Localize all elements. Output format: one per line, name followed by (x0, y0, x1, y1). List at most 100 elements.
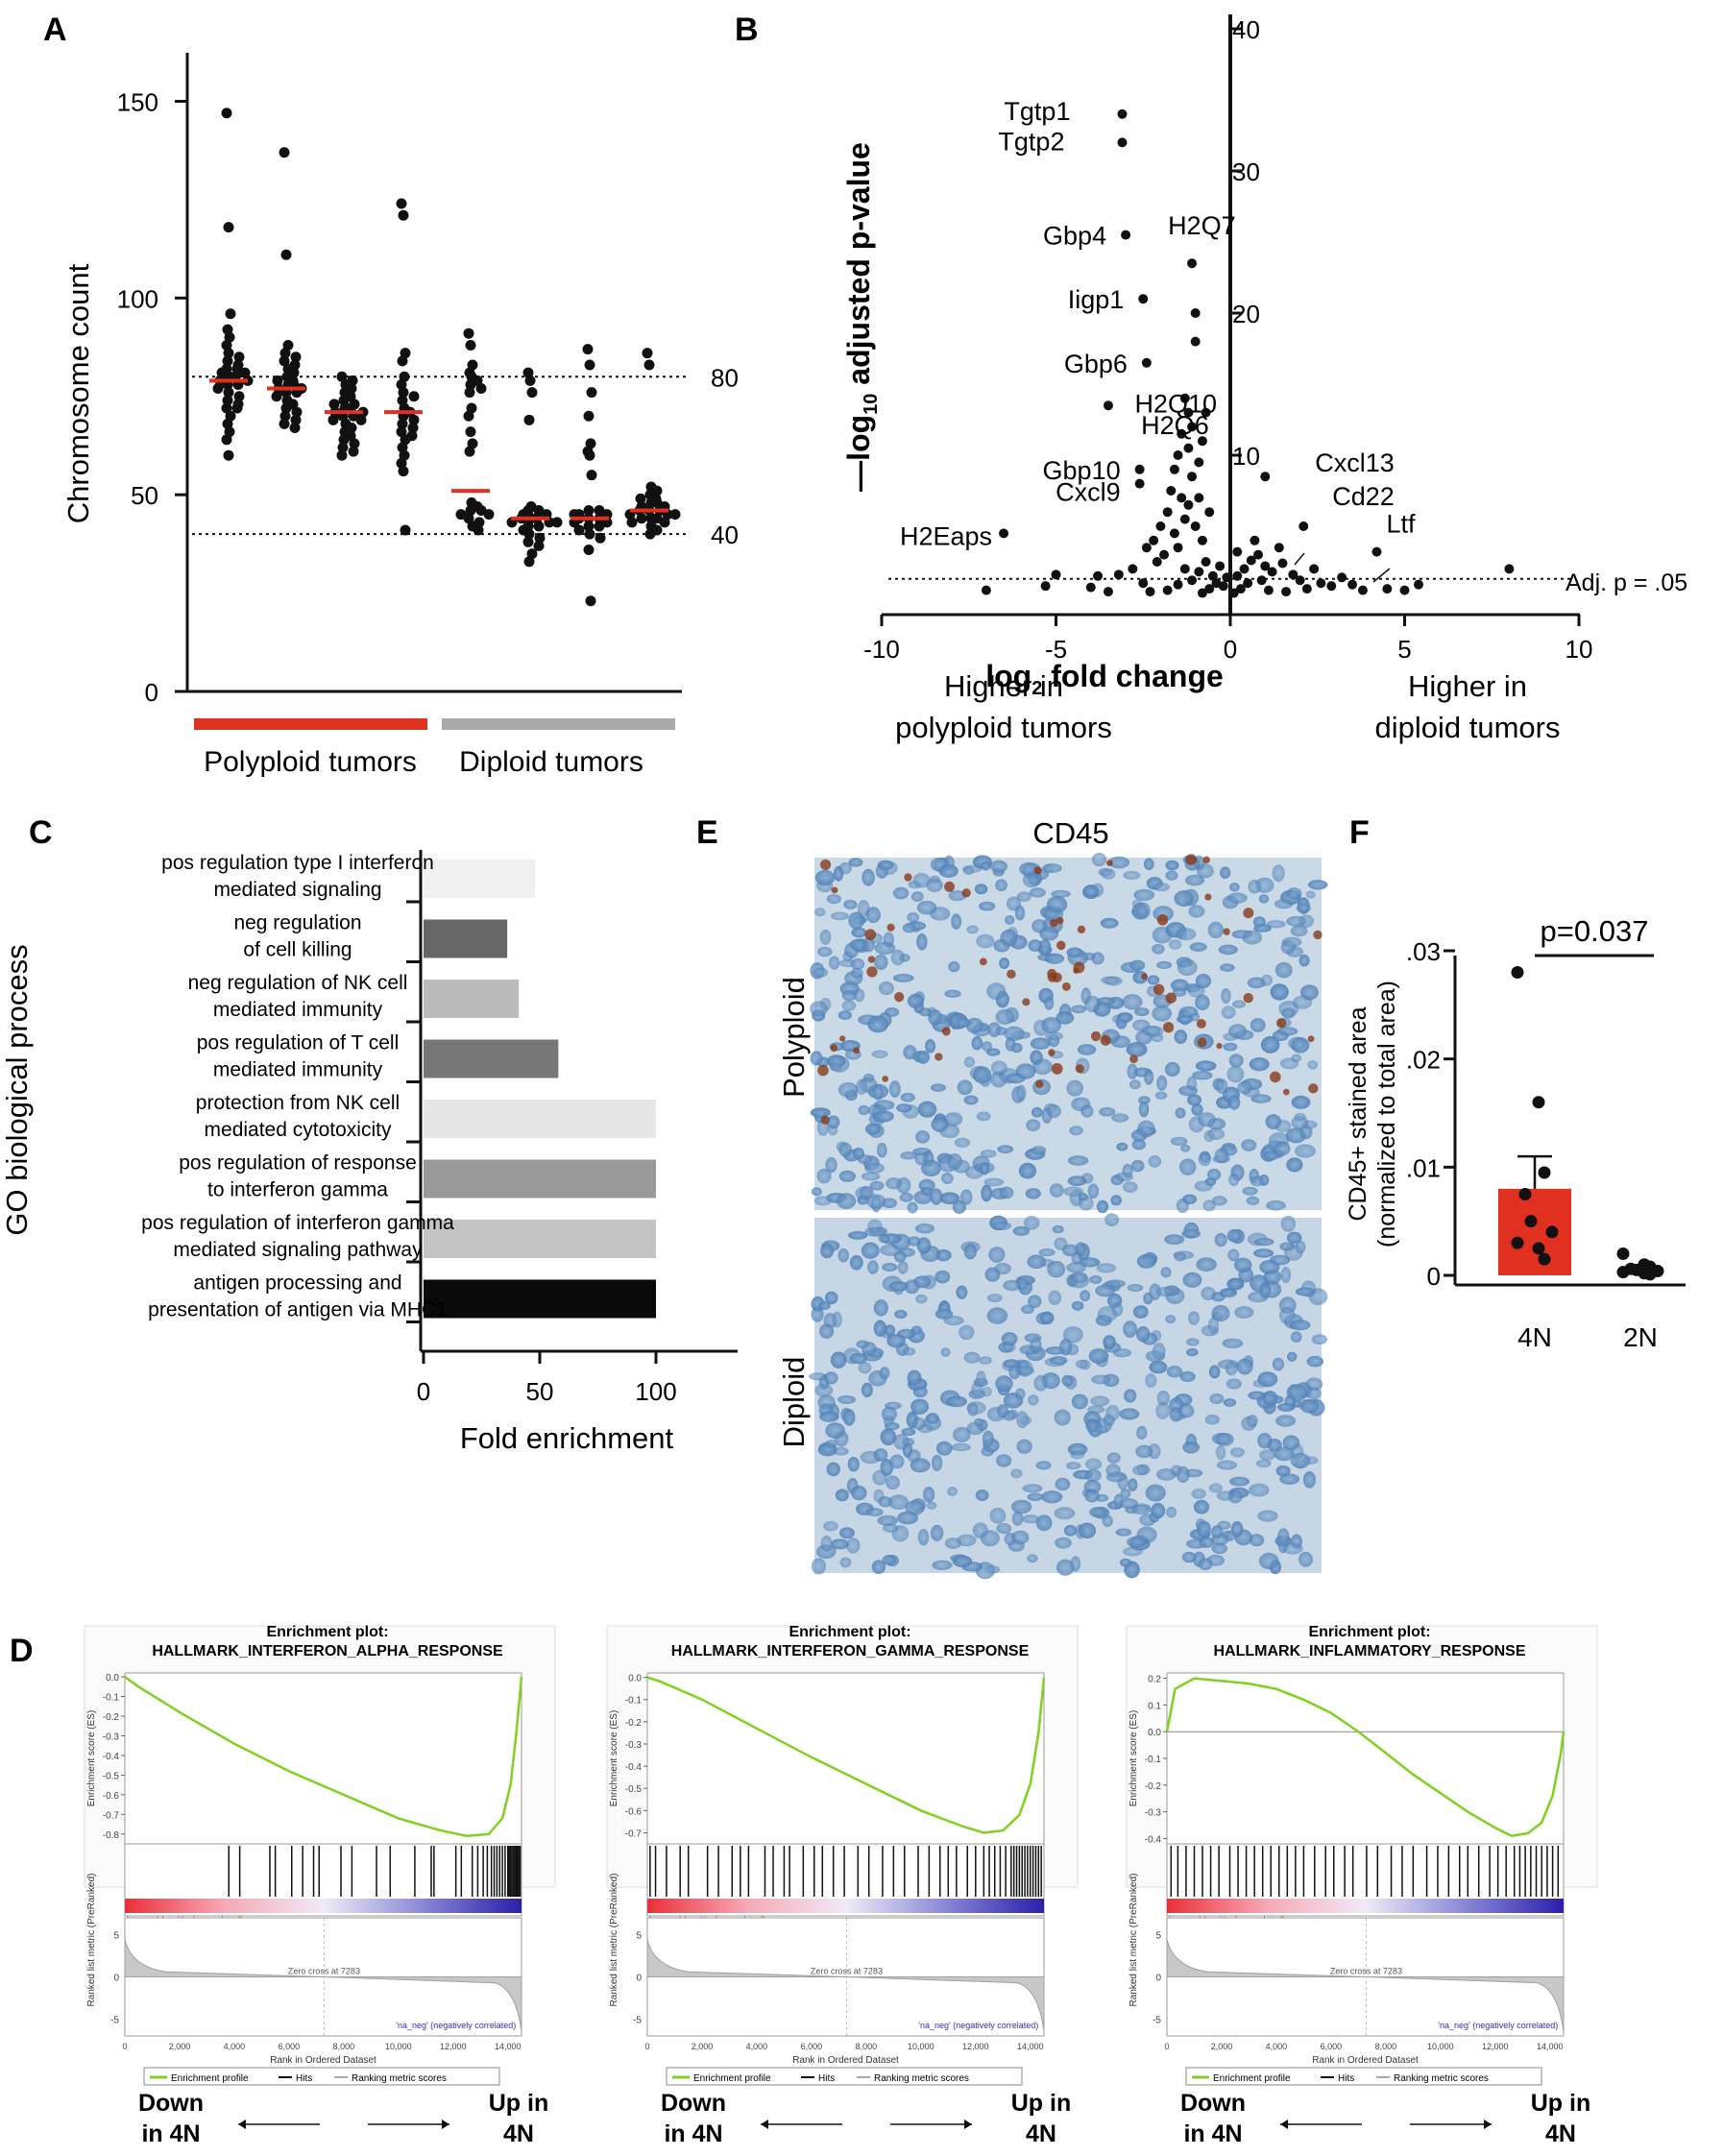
e-nucleus (956, 1285, 968, 1299)
e-nucleus (1080, 1290, 1091, 1302)
e-nucleus (947, 1152, 962, 1171)
d-es-tick-label: -0.6 (103, 1791, 120, 1802)
e-nucleus (1119, 1408, 1140, 1420)
e-nucleus (1088, 1348, 1109, 1364)
f-data-point (1511, 1236, 1524, 1249)
d-x-tick-label: 8,000 (856, 2042, 878, 2051)
e-nucleus (916, 1051, 931, 1064)
a-data-point (231, 402, 243, 414)
f-y-tick-label: .03 (1406, 937, 1441, 966)
d-es-tick-label: 0.0 (106, 1673, 119, 1684)
a-data-point (626, 517, 638, 528)
e-nucleus (866, 1194, 886, 1209)
e-nucleus (858, 1104, 870, 1116)
e-nucleus (890, 949, 906, 966)
e-cd45-positive-cell (1035, 1079, 1044, 1088)
e-nucleus (1195, 994, 1210, 1011)
a-data-point (533, 540, 545, 551)
b-y-tick-label: 40 (1232, 15, 1260, 44)
e-nucleus (1134, 1007, 1150, 1017)
e-nucleus (1031, 1106, 1043, 1118)
e-nucleus (1290, 1452, 1311, 1469)
panel-d-gsea-plots: Enrichment plot: HALLMARK_INTERFERON_ALPH… (84, 1624, 1598, 2147)
e-nucleus (1248, 1391, 1266, 1400)
e-nucleus (951, 1442, 971, 1452)
e-nucleus (980, 1149, 997, 1158)
e-nucleus (910, 1398, 930, 1415)
a-data-point (583, 545, 595, 556)
e-nucleus (1123, 1320, 1137, 1338)
e-cd45-positive-cell (1216, 1042, 1223, 1050)
e-nucleus (997, 1145, 1014, 1154)
f-y-tick-label: 0 (1427, 1262, 1441, 1291)
a-data-point (523, 556, 535, 568)
e-nucleus (1258, 894, 1270, 904)
a-data-point (397, 418, 408, 429)
e-nucleus (1082, 884, 1100, 898)
e-nucleus (1211, 1525, 1224, 1539)
e-nucleus (849, 938, 867, 952)
e-nucleus (1066, 1079, 1084, 1097)
c-bar (424, 1220, 656, 1258)
f-data-point (1532, 1242, 1545, 1255)
a-data-point (642, 348, 653, 359)
d-x-axis-label: Rank in Ordered Dataset (270, 2055, 376, 2066)
b-data-point (1155, 521, 1166, 531)
e-cd45-positive-cell (866, 966, 878, 978)
e-nucleus (1096, 997, 1116, 1005)
b-data-point (1267, 567, 1277, 577)
f-x-category-label: 2N (1623, 1322, 1658, 1352)
e-nucleus (1028, 1394, 1039, 1406)
b-data-point (1228, 588, 1239, 598)
e-nucleus (1186, 1348, 1199, 1357)
a-data-point (279, 147, 290, 158)
d-legend-hits: Hits (296, 2073, 312, 2084)
e-nucleus (1115, 1528, 1132, 1537)
e-nucleus (1259, 1282, 1272, 1298)
e-nucleus (1286, 1157, 1303, 1173)
e-nucleus (1028, 1295, 1042, 1309)
e-nucleus (1087, 1405, 1105, 1414)
e-nucleus (814, 1383, 834, 1397)
e-nucleus (1030, 1337, 1042, 1354)
d-rank-color-bar (1167, 1899, 1564, 1913)
a-data-point (233, 351, 245, 363)
e-nucleus (1287, 1351, 1298, 1362)
f-data-point (1524, 1215, 1538, 1228)
e-nucleus (987, 1022, 1002, 1038)
e-nucleus (1274, 961, 1293, 979)
b-data-point (1173, 543, 1183, 553)
c-bar (424, 1159, 656, 1199)
e-nucleus (952, 1555, 973, 1567)
e-cd45-positive-cell (1156, 914, 1169, 926)
e-nucleus (1221, 1005, 1236, 1019)
b-data-point (1085, 582, 1096, 593)
d-zero-cross-label: Zero cross at 7283 (811, 1967, 883, 1976)
c-category-label-line1: pos regulation type I interferon (161, 852, 434, 874)
b-data-point (1121, 230, 1131, 240)
e-nucleus (1274, 1141, 1291, 1156)
d-legend-metric: Ranking metric scores (1394, 2073, 1489, 2084)
e-nucleus (1277, 1528, 1290, 1545)
panel-b-volcano-plot: -10 -5 0 5 10 10 20 30 40 Adj. p = .05 Tgtp1Tgt… (841, 14, 1687, 744)
e-nucleus (1226, 892, 1248, 904)
e-nucleus (857, 900, 870, 917)
e-nucleus (813, 1196, 832, 1206)
a-data-point (328, 414, 339, 425)
d-down-label-2: in 4N (1183, 2120, 1242, 2147)
a-data-point (483, 509, 495, 521)
e-nucleus (1211, 1542, 1228, 1555)
b-data-point (1103, 587, 1113, 597)
e-cd45-positive-cell (1197, 1037, 1207, 1048)
a-data-point (644, 528, 656, 540)
e-nucleus (858, 1361, 872, 1374)
e-nucleus (1039, 926, 1059, 941)
d-x-tick-label: 14,000 (495, 2042, 522, 2051)
f-y-tick-label: .01 (1406, 1153, 1441, 1182)
e-nucleus (1305, 1377, 1323, 1392)
b-data-point (1218, 581, 1228, 592)
e-nucleus (1276, 1027, 1298, 1036)
a-data-point (225, 308, 236, 320)
e-nucleus (1066, 947, 1083, 958)
e-nucleus (912, 1148, 932, 1156)
